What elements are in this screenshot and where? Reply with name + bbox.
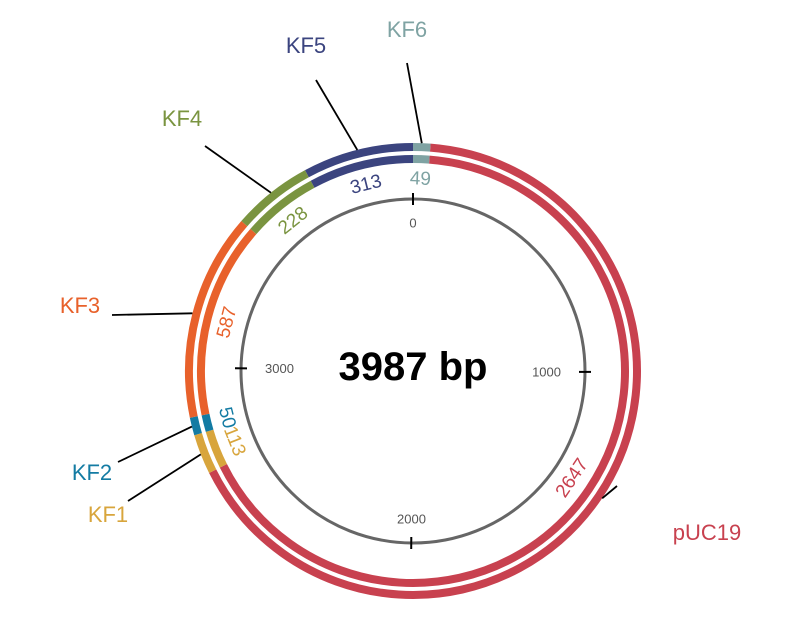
total-length-label: 3987 bp: [339, 345, 488, 389]
segment-length-kf6: 49: [409, 168, 431, 190]
leader-line-kf4: [204, 145, 272, 194]
scale-ring: 0 1000 2000 3000: [234, 193, 591, 550]
segment-arc-outer-kf6: [412, 143, 431, 152]
segment-arc-inner-kf6: [412, 154, 430, 164]
segment-length-kf5: 313: [348, 171, 384, 199]
segment-name-puc19: pUC19: [673, 520, 741, 545]
leader-line-kf3: [111, 312, 193, 316]
scale-tick-label-2000: 2000: [397, 512, 426, 527]
segment-name-kf6: KF6: [387, 17, 427, 42]
segment-arc-inner-puc19: [219, 155, 629, 587]
segment-arc-inner-kf5: [310, 155, 414, 188]
label-leaders: [111, 62, 618, 502]
segment-name-kf1: KF1: [88, 502, 128, 527]
leader-line-kf1: [127, 453, 202, 502]
scale-tick-label-0: 0: [409, 216, 416, 231]
segment-arc-outer-kf2: [189, 416, 202, 436]
segment-arc-outer-kf3: [185, 220, 248, 418]
segment-arc-inner-kf3: [197, 228, 257, 416]
segment-arc-inner-kf2: [201, 413, 214, 432]
segment-rings: [185, 143, 641, 599]
segment-name-kf5: KF5: [286, 33, 326, 58]
segment-arc-inner-kf1: [205, 429, 227, 468]
scale-tick-label-3000: 3000: [265, 361, 294, 376]
segment-name-kf2: KF2: [72, 460, 112, 485]
segment-length-kf3: 587: [213, 304, 241, 340]
leader-line-kf5: [315, 79, 359, 151]
segment-name-kf4: KF4: [162, 106, 202, 131]
leader-line-kf2: [117, 425, 193, 463]
segment-arc-inner-kf4: [250, 180, 315, 235]
segment-arc-outer-kf4: [241, 170, 309, 227]
segment-length-kf2: 50: [214, 405, 240, 431]
segment-arc-outer-kf1: [194, 432, 217, 473]
segment-arc-outer-kf5: [305, 143, 414, 178]
scale-tick-label-1000: 1000: [532, 364, 561, 379]
segment-name-kf3: KF3: [60, 293, 100, 318]
leader-line-puc19: [601, 485, 618, 499]
segment-arc-outer-puc19: [209, 143, 641, 599]
leader-line-kf6: [406, 62, 423, 144]
